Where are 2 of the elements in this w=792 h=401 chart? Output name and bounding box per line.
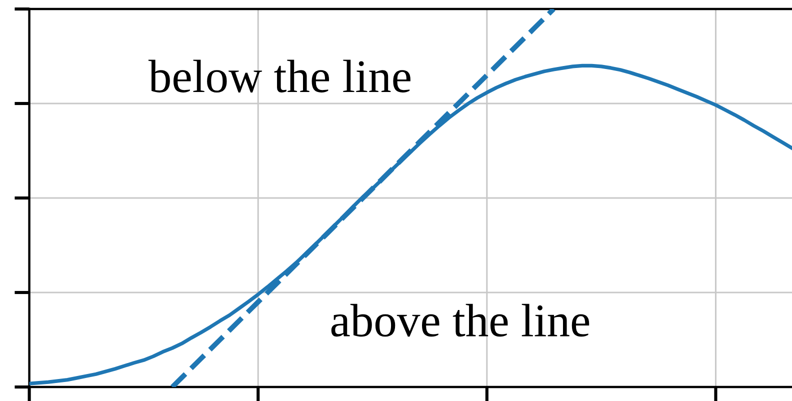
annotation: above the line xyxy=(331,304,590,337)
annotation: below the line xyxy=(148,60,410,92)
